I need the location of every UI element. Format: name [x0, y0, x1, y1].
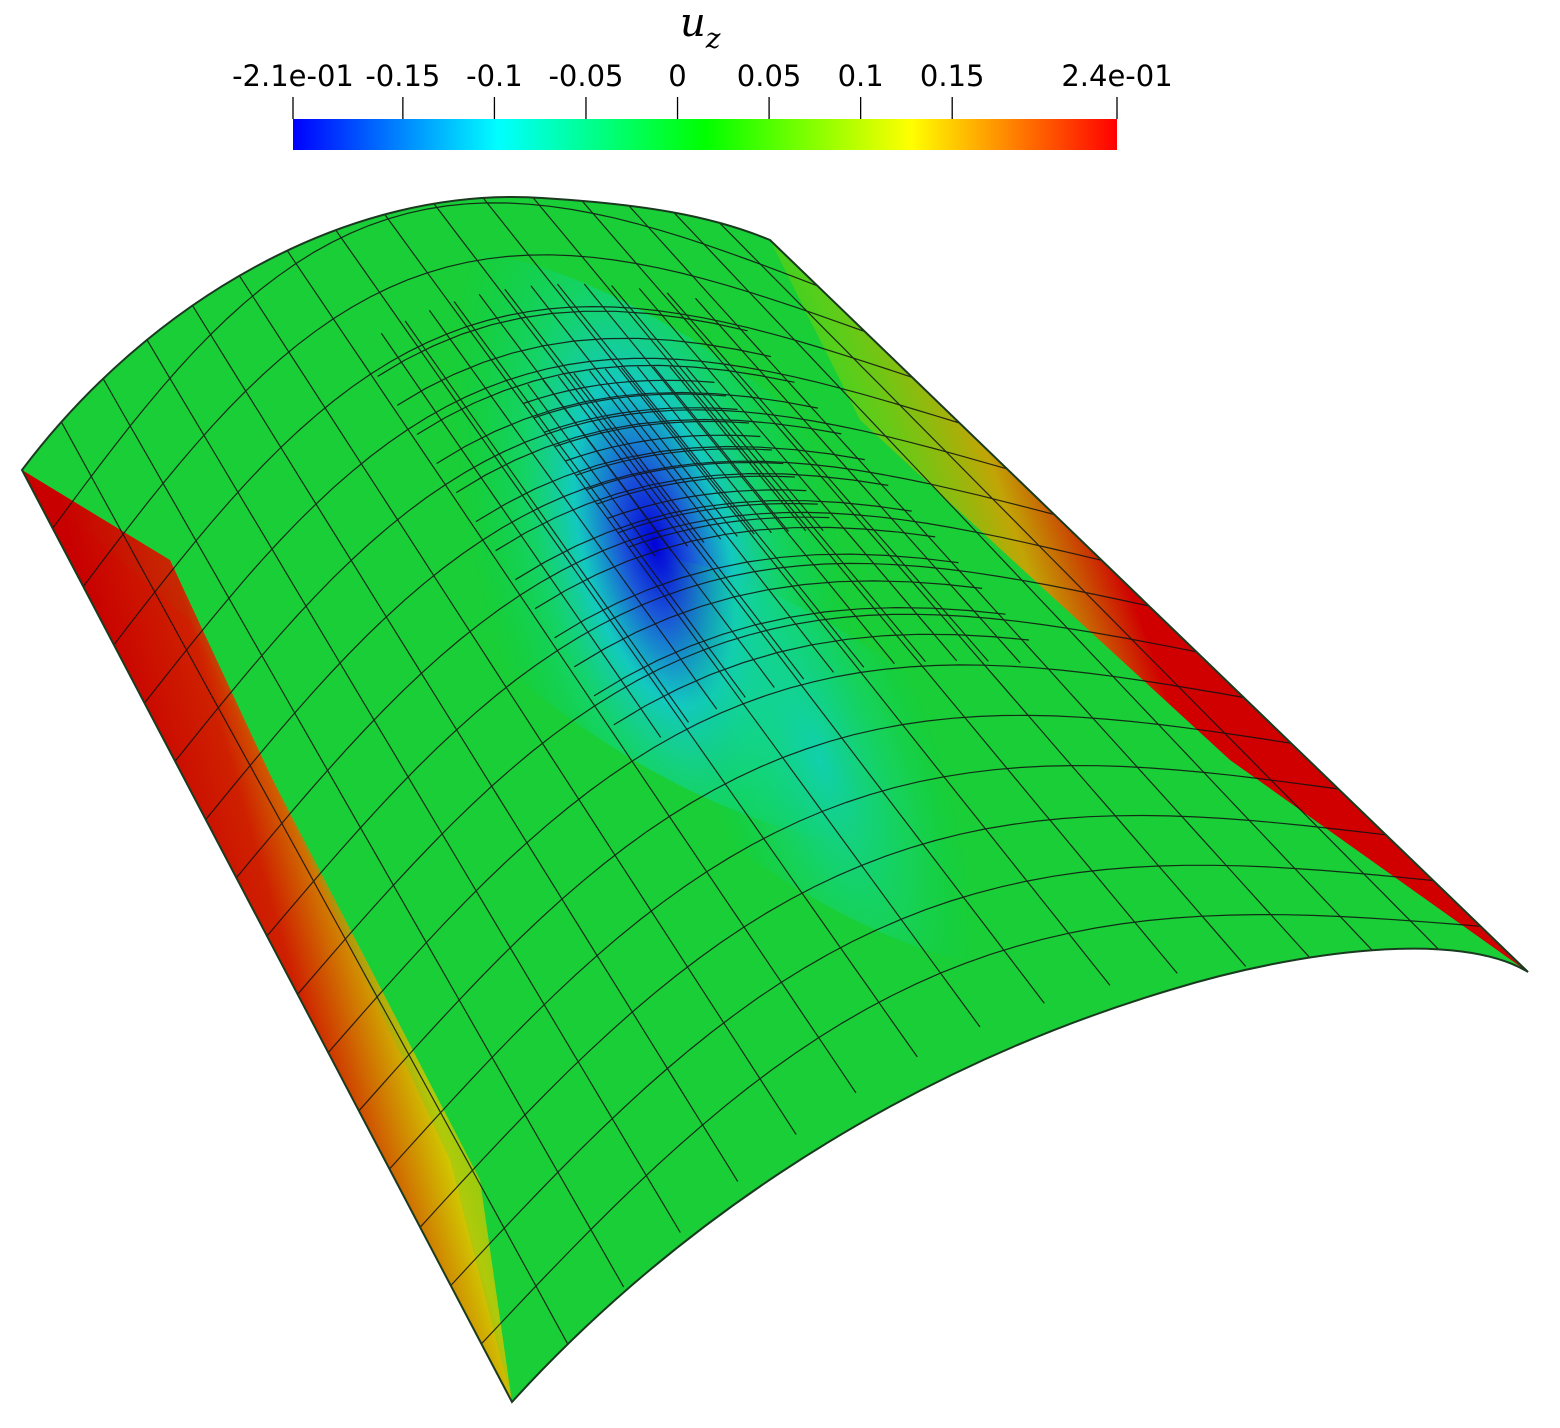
- mesh-line: [589, 370, 722, 540]
- mesh-line: [611, 285, 926, 662]
- colorbar-tick-label: -0.1: [466, 59, 523, 93]
- colorbar-bar: [293, 119, 1117, 150]
- mesh-line: [404, 320, 689, 723]
- mesh-line: [542, 379, 672, 552]
- colorbar-tick-label: -2.1e-01: [232, 59, 354, 93]
- mesh-line: [604, 368, 738, 537]
- mesh-line: [602, 196, 1316, 965]
- colorbar-tick-label: -0.15: [365, 59, 440, 93]
- mesh-line: [174, 277, 739, 1182]
- mesh-line: [653, 366, 789, 532]
- mesh-line: [527, 383, 656, 557]
- mesh-line: [695, 297, 1021, 664]
- mesh-line: [215, 239, 797, 1135]
- mesh-line: [504, 288, 805, 680]
- mesh-line: [556, 283, 865, 668]
- colorbar-title-symbol: u: [680, 0, 706, 46]
- mesh-line: [638, 288, 958, 662]
- mesh-line: [548, 196, 1247, 967]
- mesh-line: [302, 196, 918, 1058]
- surface-outline: [20, 196, 1529, 1404]
- mesh-line: [669, 366, 807, 532]
- colorbar-ticks: -2.1e-01 -0.15 -0.1 -0.05 0 0.05 0.1 0.15 2.4e-0…: [232, 59, 1173, 119]
- colorbar-tick-label: 0.05: [737, 59, 802, 93]
- colorbar-tick-label: 0: [668, 59, 686, 93]
- mesh-line: [428, 309, 718, 710]
- mesh-line: [573, 372, 705, 543]
- mesh-line: [666, 292, 989, 662]
- mesh-line: [713, 216, 1458, 969]
- mesh-line: [496, 196, 1178, 974]
- colorbar-tick-label: 2.4e-01: [1061, 59, 1172, 93]
- mesh-line: [557, 375, 689, 547]
- mesh-line: [583, 283, 895, 665]
- shell-surface: [20, 196, 1529, 1404]
- mesh-lines: [52, 196, 1481, 1345]
- colorbar-tick-label: 0.1: [838, 59, 884, 93]
- mesh-line: [636, 366, 772, 534]
- mesh-line: [685, 367, 824, 532]
- colorbar: uz -2.1e-01 -0.15 -0.1 -0.05 0 0.05 0.1 0.15 2.4…: [232, 0, 1173, 150]
- mesh-line: [258, 207, 857, 1094]
- colorbar-title: uz: [680, 0, 721, 55]
- colorbar-title-subscript: z: [705, 22, 721, 55]
- mesh-line: [657, 196, 1387, 965]
- mesh-line: [445, 196, 1111, 986]
- mesh-line: [380, 332, 662, 738]
- mesh-line: [395, 196, 1045, 1004]
- mesh-line: [620, 367, 755, 535]
- mesh-line: [96, 368, 625, 1288]
- mesh-line: [453, 301, 746, 698]
- displacement-field: [22, 196, 1528, 1402]
- mesh-line: [58, 418, 569, 1345]
- mesh-line: [348, 196, 981, 1028]
- colorbar-tick-label: 0.15: [920, 59, 985, 93]
- mesh-line: [135, 320, 681, 1233]
- colorbar-tick-label: -0.05: [548, 59, 623, 93]
- mesh-line: [530, 285, 834, 673]
